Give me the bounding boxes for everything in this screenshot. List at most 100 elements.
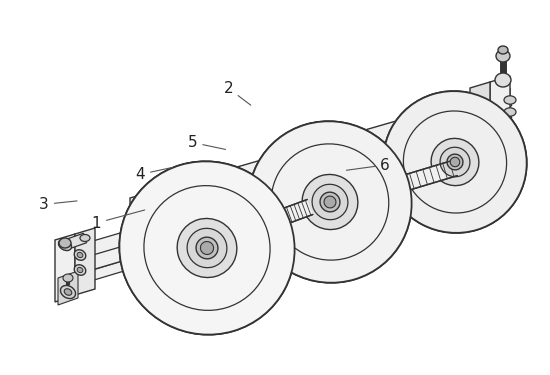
- Ellipse shape: [200, 242, 213, 255]
- Text: 2: 2: [223, 81, 251, 105]
- Ellipse shape: [154, 232, 166, 242]
- Polygon shape: [240, 192, 332, 236]
- Ellipse shape: [77, 267, 83, 273]
- Ellipse shape: [169, 243, 191, 263]
- Ellipse shape: [77, 252, 83, 258]
- Ellipse shape: [302, 174, 358, 230]
- Ellipse shape: [271, 144, 389, 260]
- Ellipse shape: [144, 186, 270, 310]
- Ellipse shape: [302, 174, 358, 230]
- Ellipse shape: [504, 108, 516, 116]
- Polygon shape: [490, 76, 510, 126]
- Ellipse shape: [383, 91, 527, 233]
- Text: 4: 4: [135, 167, 172, 182]
- Ellipse shape: [119, 161, 295, 334]
- Text: 6: 6: [346, 158, 390, 172]
- Ellipse shape: [424, 162, 442, 178]
- Ellipse shape: [80, 234, 90, 242]
- Ellipse shape: [440, 147, 470, 177]
- Ellipse shape: [447, 154, 463, 170]
- Polygon shape: [413, 163, 433, 178]
- Ellipse shape: [440, 147, 470, 177]
- Ellipse shape: [249, 121, 411, 283]
- Polygon shape: [147, 222, 228, 264]
- Ellipse shape: [428, 163, 434, 171]
- Ellipse shape: [119, 161, 295, 334]
- Polygon shape: [55, 234, 75, 302]
- Polygon shape: [293, 202, 315, 220]
- Ellipse shape: [450, 157, 460, 167]
- Ellipse shape: [301, 203, 313, 213]
- Ellipse shape: [148, 225, 162, 235]
- Polygon shape: [130, 106, 510, 226]
- Polygon shape: [446, 137, 513, 172]
- Ellipse shape: [150, 228, 169, 246]
- Ellipse shape: [496, 50, 510, 62]
- Polygon shape: [82, 236, 168, 278]
- Text: 1: 1: [91, 210, 145, 231]
- Polygon shape: [239, 195, 318, 236]
- Ellipse shape: [342, 184, 362, 202]
- Polygon shape: [58, 223, 157, 265]
- Polygon shape: [360, 160, 457, 204]
- Ellipse shape: [447, 154, 463, 170]
- Ellipse shape: [74, 250, 86, 260]
- Ellipse shape: [145, 255, 155, 261]
- Polygon shape: [58, 271, 78, 305]
- Ellipse shape: [450, 157, 460, 167]
- Ellipse shape: [309, 202, 317, 211]
- Polygon shape: [448, 94, 512, 124]
- Ellipse shape: [60, 285, 75, 298]
- Ellipse shape: [271, 144, 389, 260]
- Ellipse shape: [64, 289, 72, 295]
- Ellipse shape: [324, 196, 336, 208]
- Polygon shape: [130, 136, 510, 256]
- Ellipse shape: [320, 192, 340, 212]
- Ellipse shape: [216, 226, 238, 246]
- Ellipse shape: [58, 239, 72, 250]
- Ellipse shape: [460, 147, 480, 163]
- Polygon shape: [470, 82, 490, 132]
- Ellipse shape: [403, 111, 507, 213]
- Ellipse shape: [187, 228, 227, 268]
- Ellipse shape: [177, 219, 237, 278]
- Text: 5: 5: [188, 135, 226, 150]
- Ellipse shape: [465, 151, 475, 159]
- Ellipse shape: [324, 196, 336, 208]
- Ellipse shape: [196, 237, 218, 259]
- Text: 3: 3: [39, 197, 77, 212]
- Ellipse shape: [74, 265, 86, 275]
- Polygon shape: [239, 200, 313, 240]
- Ellipse shape: [495, 73, 511, 87]
- Ellipse shape: [148, 239, 162, 249]
- Ellipse shape: [346, 188, 358, 198]
- Ellipse shape: [457, 120, 473, 134]
- Polygon shape: [448, 106, 512, 136]
- Polygon shape: [360, 170, 417, 204]
- Ellipse shape: [249, 121, 411, 283]
- Ellipse shape: [428, 166, 438, 174]
- Ellipse shape: [221, 231, 233, 242]
- Polygon shape: [58, 253, 151, 290]
- Ellipse shape: [63, 274, 73, 282]
- Ellipse shape: [504, 96, 516, 104]
- Polygon shape: [75, 228, 95, 295]
- Ellipse shape: [312, 184, 348, 220]
- Ellipse shape: [320, 192, 340, 212]
- Ellipse shape: [196, 237, 218, 259]
- Polygon shape: [63, 233, 87, 250]
- Ellipse shape: [498, 46, 508, 54]
- Ellipse shape: [403, 111, 507, 213]
- Ellipse shape: [312, 184, 348, 220]
- Ellipse shape: [431, 138, 479, 186]
- Ellipse shape: [174, 248, 186, 258]
- Ellipse shape: [187, 228, 227, 268]
- Ellipse shape: [431, 138, 479, 186]
- Polygon shape: [130, 88, 510, 216]
- Ellipse shape: [383, 91, 527, 233]
- Ellipse shape: [177, 219, 237, 278]
- Polygon shape: [58, 237, 157, 279]
- Polygon shape: [84, 228, 167, 265]
- Polygon shape: [130, 118, 510, 246]
- Ellipse shape: [296, 199, 317, 217]
